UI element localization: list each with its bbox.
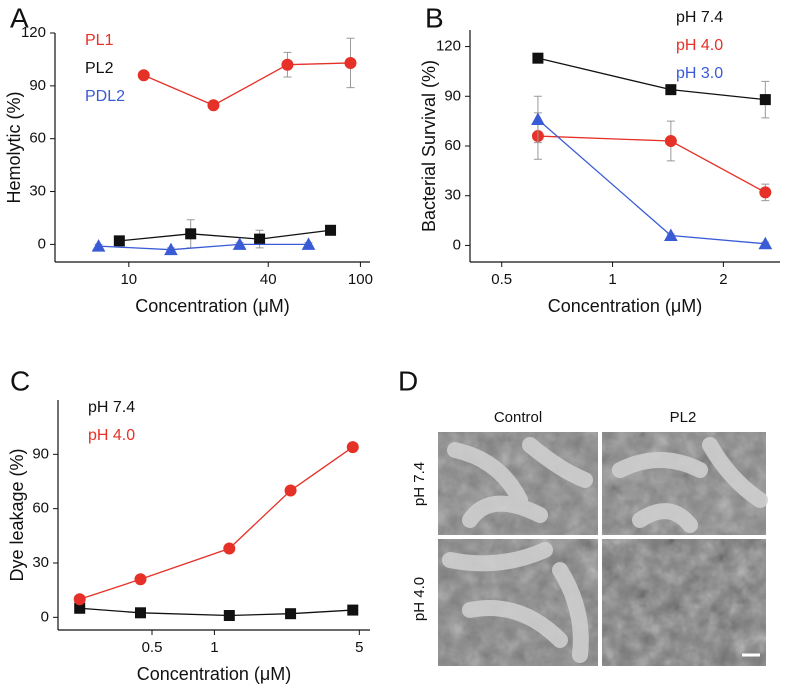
row-label: pH 7.4 (411, 462, 428, 506)
legend-entry: pH 7.4 (676, 9, 723, 26)
point (758, 236, 773, 250)
y-tick-label: 0 (38, 235, 46, 252)
y-tick-label: 30 (32, 554, 49, 571)
series-line (98, 243, 309, 251)
point (91, 239, 106, 252)
x-tick-label: 0.5 (491, 271, 512, 288)
point (134, 607, 146, 619)
y-tick-label: 0 (41, 608, 49, 625)
series-line (79, 607, 353, 617)
y-tick-label: 30 (29, 183, 46, 200)
x-axis-title: Concentration (μM) (137, 664, 291, 684)
x-tick-label: 10 (120, 271, 137, 288)
legend-entry: pH 7.4 (88, 399, 135, 416)
point (347, 604, 359, 616)
y-tick-label: 0 (453, 236, 461, 253)
panel-label: B (425, 2, 444, 33)
y-axis-title: Hemolytic (%) (4, 91, 24, 203)
point (346, 441, 359, 454)
point (664, 135, 677, 148)
series-line (537, 57, 766, 101)
y-tick-label: 120 (21, 24, 46, 41)
point (664, 228, 678, 241)
micrograph-texture (602, 539, 766, 666)
point (134, 573, 147, 586)
x-tick-label: 1 (210, 639, 218, 656)
panel-label: A (10, 2, 29, 33)
point (164, 242, 178, 256)
point (185, 228, 197, 240)
legend-entry: PL2 (85, 60, 114, 77)
legend-entry: PL1 (85, 32, 114, 49)
point (73, 593, 86, 606)
point (223, 542, 236, 555)
point (232, 237, 247, 250)
y-axis-title: Dye leakage (%) (7, 448, 27, 581)
y-tick-label: 120 (436, 38, 461, 55)
point (344, 56, 357, 69)
column-label: PL2 (670, 409, 697, 426)
chart: A 0 30 60 90 120 10 40 100 Concentration (μM) Hemo… (4, 2, 373, 315)
x-axis-title: Concentration (μM) (135, 296, 289, 316)
y-tick-label: 30 (444, 187, 461, 204)
point (223, 610, 235, 622)
point (284, 484, 297, 497)
row-label: pH 4.0 (411, 577, 428, 621)
column-label: Control (494, 409, 542, 426)
point (325, 224, 337, 236)
y-tick-label: 60 (29, 130, 46, 147)
legend-entry: PDL2 (85, 88, 125, 105)
series-line (143, 62, 351, 106)
point (531, 112, 545, 125)
point (301, 237, 316, 250)
point (759, 186, 772, 199)
point (665, 84, 677, 96)
chart: C 0 30 60 90 0.5 1 5 Concentration (μM) Dye leaka… (7, 365, 370, 684)
point (207, 99, 220, 112)
x-tick-label: 40 (260, 271, 277, 288)
x-tick-label: 2 (719, 271, 727, 288)
x-tick-label: 100 (348, 271, 373, 288)
point (281, 58, 294, 71)
legend-entry: pH 4.0 (88, 427, 135, 444)
y-tick-label: 90 (29, 77, 46, 94)
y-tick-label: 60 (32, 500, 49, 517)
panel-label: D (398, 365, 418, 396)
series-line (537, 118, 766, 245)
bacteria (442, 437, 768, 663)
chart: B 0 30 60 90 120 0.5 1 2 Concentration (μM) Bacter… (419, 2, 780, 316)
point (759, 94, 771, 106)
y-axis-title: Bacterial Survival (%) (419, 60, 439, 232)
series-line (79, 446, 354, 600)
point (137, 69, 150, 82)
legend-entry: pH 4.0 (676, 37, 723, 54)
micrographs (438, 432, 768, 666)
x-tick-label: 5 (355, 639, 363, 656)
point (113, 235, 125, 247)
x-tick-label: 1 (608, 271, 616, 288)
legend-entry: pH 3.0 (676, 65, 723, 82)
y-tick-label: 90 (32, 445, 49, 462)
point (532, 52, 544, 64)
series-line (119, 229, 331, 242)
y-tick-label: 60 (444, 137, 461, 154)
point (254, 233, 266, 245)
point (285, 608, 297, 620)
y-tick-label: 90 (444, 87, 461, 104)
x-axis-title: Concentration (μM) (548, 296, 702, 316)
series-line (537, 135, 766, 193)
panel-label: C (10, 365, 30, 396)
image-panel: D Control PL2 pH 7.4 pH 4.0 (398, 365, 768, 666)
x-tick-label: 0.5 (142, 639, 163, 656)
